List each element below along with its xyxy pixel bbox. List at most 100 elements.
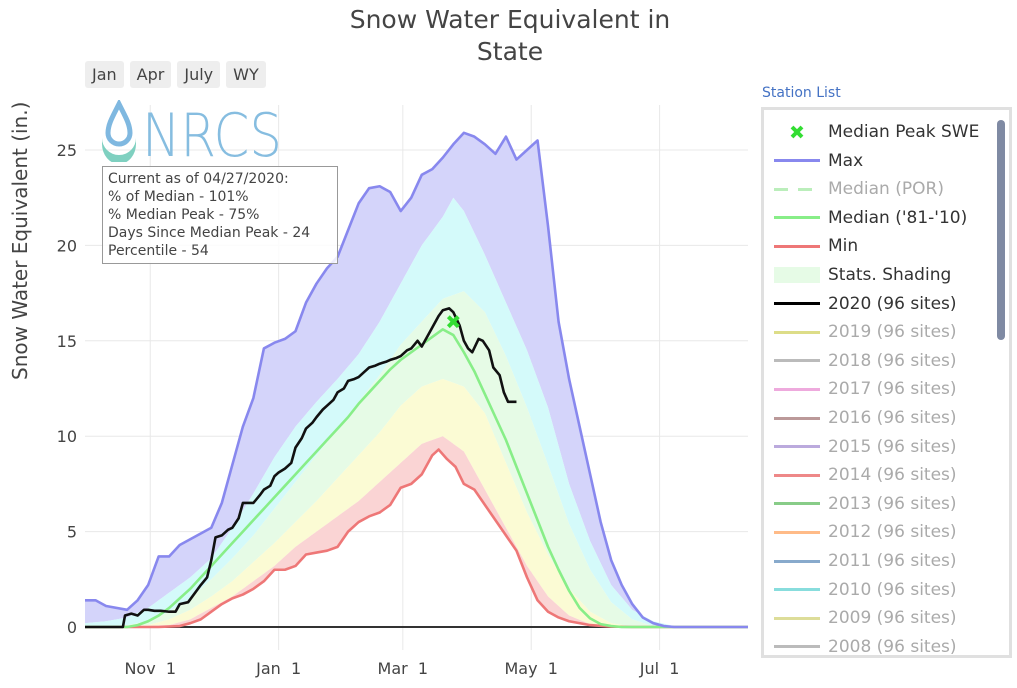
marker-stroke [446, 315, 460, 329]
info-percent-median: % of Median - 101% [108, 189, 249, 205]
p90-band [85, 197, 748, 627]
water-drop-icon: NRCS [102, 98, 282, 171]
info-days-since-peak: Days Since Median Peak - 24 [108, 225, 311, 241]
legend-label: 2012 (96 sites) [828, 522, 957, 543]
p30-band [85, 436, 748, 627]
x-tick-label: Nov 1 [124, 659, 176, 678]
legend-item[interactable]: Max [764, 147, 863, 175]
legend-item[interactable]: Median (POR) [764, 175, 944, 203]
legend-item[interactable]: Min [764, 232, 858, 260]
line-swatch-icon [774, 530, 820, 534]
line-swatch-icon [774, 359, 820, 363]
range-button-apr[interactable]: Apr [129, 61, 172, 88]
x-axis-ticks: Nov 1 Jan 1 Mar 1 May 1 Jul 1 [124, 659, 679, 678]
line-swatch-icon [774, 616, 820, 620]
y-tick-label: 0 [67, 618, 77, 637]
median-peak-swe-marker [446, 315, 460, 329]
legend-label: 2015 (96 sites) [828, 436, 957, 457]
chart-plot: 0 5 10 15 20 25 Nov 1 Jan 1 Mar 1 May 1 Jul 1 [57, 105, 748, 678]
range-button-wy[interactable]: WY [226, 61, 266, 88]
logo-text: NRCS [142, 101, 282, 162]
legend-item[interactable]: 2020 (96 sites) [764, 290, 957, 318]
info-current-date: Current as of 04/27/2020: [108, 171, 289, 187]
legend-item[interactable]: Median ('81-'10) [764, 204, 967, 232]
x-tick-label: May 1 [504, 659, 557, 678]
line-swatch-icon [774, 416, 820, 420]
legend-label: 2016 (96 sites) [828, 408, 957, 428]
range-button-jan[interactable]: Jan [85, 61, 124, 88]
legend-label: 2010 (96 sites) [828, 579, 957, 600]
chart-title-line-1: Snow Water Equivalent in [349, 5, 671, 34]
y-tick-label: 5 [67, 523, 77, 542]
markers [446, 315, 460, 329]
legend-item[interactable]: 2014 (96 sites) [764, 461, 957, 489]
line-swatch-icon [774, 387, 820, 391]
x-tick-label: Jan 1 [255, 659, 301, 678]
line-swatch-icon [774, 302, 820, 306]
chart-title: Snow Water Equivalent in State [290, 4, 730, 68]
line-swatch-icon [774, 330, 820, 334]
chart-title-line-2: State [476, 37, 544, 66]
max-band [85, 132, 748, 627]
band-swatch-icon [774, 267, 820, 283]
y-axis-label: Snow Water Equivalent (in.) [8, 101, 32, 380]
status-info-box: Current as of 04/27/2020: % of Median - … [102, 166, 338, 264]
line-swatch-icon [774, 502, 820, 506]
y-tick-label: 25 [57, 141, 77, 160]
legend-label: 2013 (96 sites) [828, 493, 957, 514]
line-swatch-icon [774, 559, 820, 563]
legend-label: 2014 (96 sites) [828, 465, 957, 486]
legend-item[interactable]: 2015 (96 sites) [764, 433, 957, 461]
legend-item[interactable]: 2010 (96 sites) [764, 576, 957, 604]
legend-item[interactable]: 2011 (96 sites) [764, 547, 957, 575]
legend-label: 2017 (96 sites) [828, 379, 957, 400]
legend-item[interactable]: 2018 (96 sites) [764, 347, 957, 375]
p70-band [85, 291, 748, 627]
legend-label: Stats. Shading [828, 265, 952, 285]
dashed-line-icon [774, 187, 820, 191]
line-swatch-icon [774, 216, 820, 220]
p50-band [85, 378, 748, 627]
legend-label: 2011 (96 sites) [828, 551, 957, 571]
legend-item[interactable]: 2013 (96 sites) [764, 490, 957, 518]
legend-item[interactable]: 2017 (96 sites) [764, 375, 957, 403]
line-swatch-icon [774, 445, 820, 449]
legend-item[interactable]: 2009 (96 sites) [764, 604, 957, 632]
line-swatch-icon [774, 588, 820, 592]
x-marker-icon [774, 124, 820, 140]
range-button-july[interactable]: July [177, 61, 221, 88]
legend-label: Median Peak SWE [828, 122, 980, 142]
legend: Median Peak SWE Max Median (POR) Median ('8… [761, 107, 1012, 658]
line-swatch-icon [774, 159, 820, 163]
station-list-link[interactable]: Station List [762, 85, 841, 101]
nrcs-logo: NRCS [100, 98, 290, 171]
legend-item[interactable]: 2016 (96 sites) [764, 404, 957, 432]
legend-scrollbar[interactable] [997, 120, 1005, 340]
legend-label: 2019 (96 sites) [828, 322, 957, 343]
y-axis-ticks: 0 5 10 15 20 25 [57, 141, 77, 637]
legend-item[interactable]: 2012 (96 sites) [764, 518, 957, 546]
stat-bands [85, 132, 748, 627]
legend-label: Median ('81-'10) [828, 207, 968, 228]
legend-label: 2018 (96 sites) [828, 350, 957, 371]
legend-item[interactable]: Median Peak SWE [764, 118, 979, 146]
legend-label: 2008 (96 sites) [828, 636, 957, 657]
line-swatch-icon [774, 473, 820, 477]
y-tick-label: 15 [57, 332, 77, 351]
x-tick-label: Mar 1 [378, 659, 429, 678]
info-percentile: Percentile - 54 [108, 243, 209, 259]
info-percent-median-peak: % Median Peak - 75% [108, 207, 260, 223]
y-tick-label: 10 [57, 427, 77, 446]
legend-label: Median (POR) [828, 179, 944, 200]
x-tick-label: Jul 1 [639, 659, 680, 678]
line-swatch-icon [774, 645, 820, 649]
legend-item[interactable]: 2008 (96 sites) [764, 633, 957, 657]
range-selector: Jan Apr July WY [85, 61, 266, 88]
line-swatch-icon [774, 244, 820, 248]
legend-item[interactable]: Stats. Shading [764, 261, 951, 289]
legend-label: 2009 (96 sites) [828, 608, 957, 629]
max-line [85, 131, 748, 629]
legend-item[interactable]: 2019 (96 sites) [764, 318, 957, 346]
legend-label: Min [828, 236, 859, 257]
y-tick-label: 20 [57, 236, 77, 255]
